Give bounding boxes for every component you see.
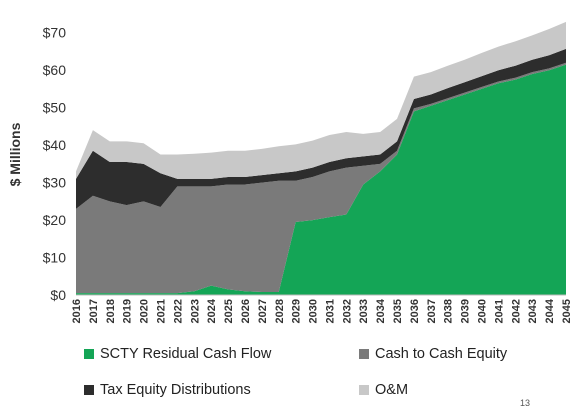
x-tick-label: 2026 (240, 299, 252, 323)
x-tick-label: 2041 (493, 299, 505, 323)
x-tick-label: 2019 (122, 299, 134, 323)
x-tick-label: 2038 (443, 299, 455, 323)
legend-swatch-gray (359, 349, 369, 359)
x-tick-label: 2035 (392, 299, 404, 323)
x-tick-label: 2018 (105, 299, 117, 323)
x-tick-label: 2044 (544, 298, 556, 323)
series-area-o-m (76, 21, 566, 179)
legend-swatch-light-gray (359, 385, 369, 395)
y-tick-label: $0 (50, 287, 66, 303)
x-tick-label: 2029 (291, 299, 303, 323)
y-tick-label: $60 (43, 62, 67, 78)
x-tick-label: 2031 (324, 299, 336, 323)
legend-label: O&M (375, 382, 409, 398)
legend-item-cash-to-cash-equity: Cash to Cash Equity (359, 346, 507, 362)
y-tick-label: $30 (43, 175, 67, 191)
legend-label: Tax Equity Distributions (100, 382, 251, 398)
x-tick-label: 2033 (358, 299, 370, 323)
x-tick-label: 2030 (308, 299, 320, 323)
y-tick-label: $10 (43, 250, 67, 266)
series-area-scty-residual-cash-flow (76, 64, 566, 295)
x-tick-label: 2028 (274, 299, 286, 323)
axes-layer: $0 $10 $20 $30 $40 $50 $60 $70 2016 2017 2018 2019 2… (43, 25, 573, 324)
legend-item-scty-residual-cash-flow: SCTY Residual Cash Flow (84, 346, 271, 362)
x-tick-label: 2039 (460, 299, 472, 323)
x-tick-label: 2017 (88, 299, 100, 323)
x-tick-label: 2022 (172, 299, 184, 323)
y-tick-label: $50 (43, 100, 67, 116)
legend-label: Cash to Cash Equity (375, 346, 508, 362)
x-tick-label: 2036 (409, 299, 421, 323)
y-tick-label: $40 (43, 137, 67, 153)
y-axis-label: $ Millions (7, 122, 23, 186)
x-tick-label: 2034 (375, 298, 387, 323)
y-tick-label: $20 (43, 212, 67, 228)
legend-label: SCTY Residual Cash Flow (100, 346, 272, 362)
legend-swatch-black (84, 385, 94, 395)
x-tick-label: 2040 (477, 299, 489, 323)
x-tick-label: 2042 (510, 299, 522, 323)
x-tick-label: 2045 (561, 299, 573, 323)
x-tick-label: 2020 (139, 299, 151, 323)
x-tick-label: 2032 (341, 299, 353, 323)
x-tick-label: 2043 (527, 299, 539, 323)
legend-swatch-green (84, 349, 94, 359)
x-tick-label: 2025 (223, 299, 235, 323)
series-area-cash-to-cash-equity (76, 62, 566, 294)
x-tick-label: 2016 (71, 299, 83, 323)
y-tick-label: $70 (43, 25, 67, 41)
series-area-tax-equity-distributions (76, 48, 566, 209)
page-number: 13 (519, 398, 530, 408)
legend-item-om: O&M (359, 382, 408, 398)
x-tick-label: 2037 (426, 299, 438, 323)
legend-item-tax-equity-distributions: Tax Equity Distributions (84, 382, 251, 398)
x-tick-label: 2021 (155, 299, 167, 323)
x-tick-label: 2023 (189, 299, 201, 323)
x-tick-label: 2024 (206, 298, 218, 323)
areas-layer (76, 21, 566, 295)
x-tick-label: 2027 (257, 299, 269, 323)
